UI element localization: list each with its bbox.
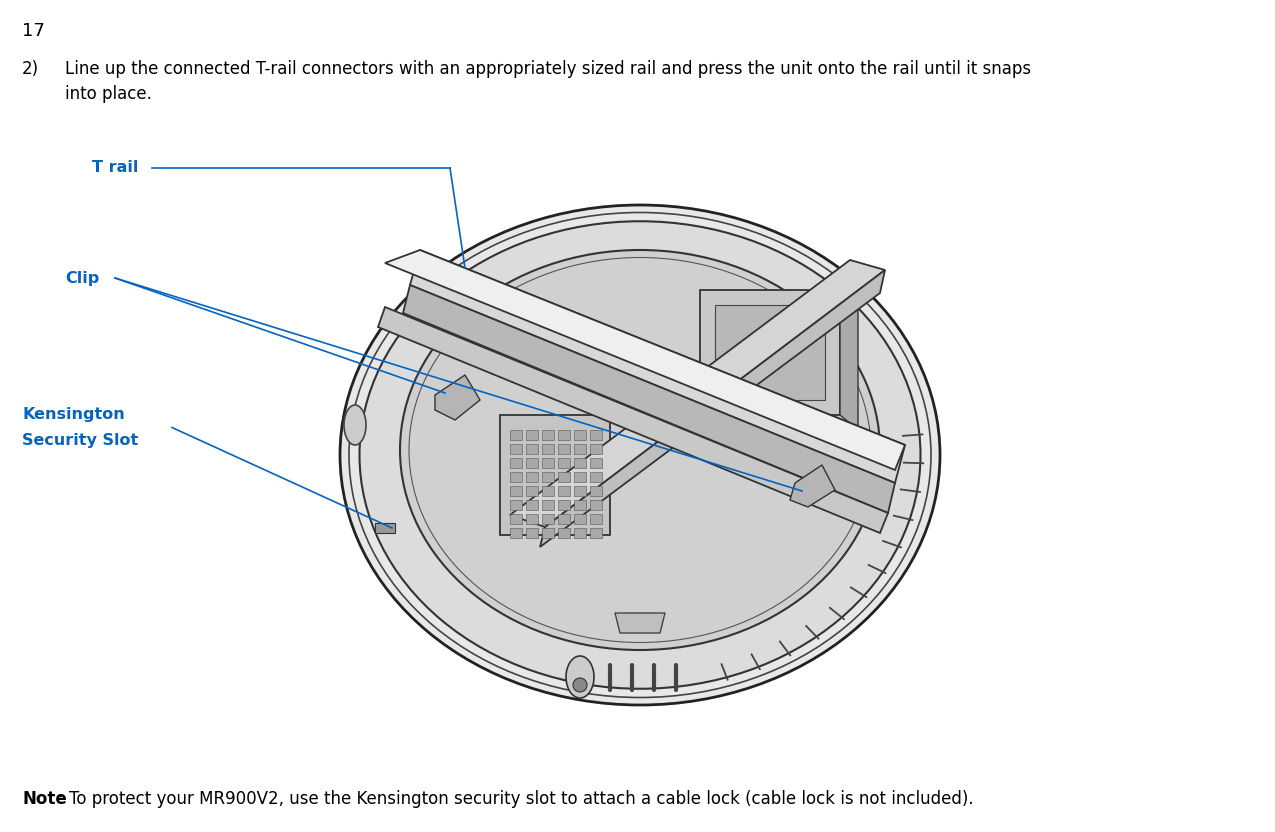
Bar — [558, 514, 570, 524]
Bar — [574, 430, 586, 440]
Text: Clip: Clip — [65, 270, 99, 285]
Text: Note: Note — [22, 790, 66, 808]
Bar — [510, 430, 521, 440]
Bar — [510, 486, 521, 496]
Bar — [542, 472, 555, 482]
Bar — [574, 500, 586, 510]
Circle shape — [572, 678, 586, 692]
Polygon shape — [700, 290, 840, 415]
Bar — [510, 500, 521, 510]
Bar — [527, 458, 538, 468]
Polygon shape — [377, 307, 887, 533]
Bar — [542, 500, 555, 510]
Bar — [527, 472, 538, 482]
Ellipse shape — [340, 205, 940, 705]
Bar — [527, 430, 538, 440]
Bar — [574, 514, 586, 524]
Ellipse shape — [566, 656, 594, 698]
Bar — [510, 458, 521, 468]
Ellipse shape — [360, 221, 921, 689]
Bar — [510, 444, 521, 454]
Text: 2): 2) — [22, 60, 40, 78]
Text: Kensington: Kensington — [22, 408, 125, 423]
Bar — [590, 472, 602, 482]
Text: 17: 17 — [22, 22, 45, 40]
Bar — [558, 430, 570, 440]
Bar — [527, 500, 538, 510]
Bar — [558, 444, 570, 454]
Bar — [558, 500, 570, 510]
Ellipse shape — [400, 250, 880, 650]
Text: T rail: T rail — [92, 161, 139, 176]
Bar — [590, 458, 602, 468]
Bar — [590, 514, 602, 524]
Bar — [527, 444, 538, 454]
Polygon shape — [615, 613, 666, 633]
Bar — [542, 430, 555, 440]
Bar — [375, 523, 395, 533]
Bar — [590, 500, 602, 510]
Bar — [574, 528, 586, 538]
Text: into place.: into place. — [65, 85, 152, 103]
Bar — [590, 444, 602, 454]
Bar — [574, 472, 586, 482]
Bar — [558, 458, 570, 468]
Bar — [510, 472, 521, 482]
Bar — [527, 528, 538, 538]
Bar — [558, 472, 570, 482]
Bar — [590, 430, 602, 440]
Polygon shape — [403, 285, 895, 513]
Polygon shape — [411, 250, 905, 483]
Bar — [542, 514, 555, 524]
Bar — [542, 458, 555, 468]
Bar — [590, 528, 602, 538]
Bar — [574, 458, 586, 468]
Bar — [510, 514, 521, 524]
Bar — [558, 486, 570, 496]
Polygon shape — [715, 305, 825, 400]
Bar — [510, 528, 521, 538]
Bar — [574, 444, 586, 454]
Polygon shape — [385, 250, 905, 470]
Bar — [527, 486, 538, 496]
Bar — [574, 486, 586, 496]
Ellipse shape — [344, 405, 366, 445]
Text: : To protect your MR900V2, use the Kensington security slot to attach a cable lo: : To protect your MR900V2, use the Kensi… — [57, 790, 974, 808]
Polygon shape — [840, 290, 858, 430]
Bar — [542, 444, 555, 454]
Text: Line up the connected T-rail connectors with an appropriately sized rail and pre: Line up the connected T-rail connectors … — [65, 60, 1031, 78]
Text: Security Slot: Security Slot — [22, 433, 138, 448]
Bar — [542, 528, 555, 538]
Polygon shape — [500, 415, 609, 535]
Bar — [590, 486, 602, 496]
Bar — [527, 514, 538, 524]
Bar — [542, 486, 555, 496]
Polygon shape — [541, 270, 885, 547]
Polygon shape — [790, 465, 835, 507]
Bar — [558, 528, 570, 538]
Polygon shape — [435, 375, 479, 420]
Polygon shape — [510, 260, 885, 527]
